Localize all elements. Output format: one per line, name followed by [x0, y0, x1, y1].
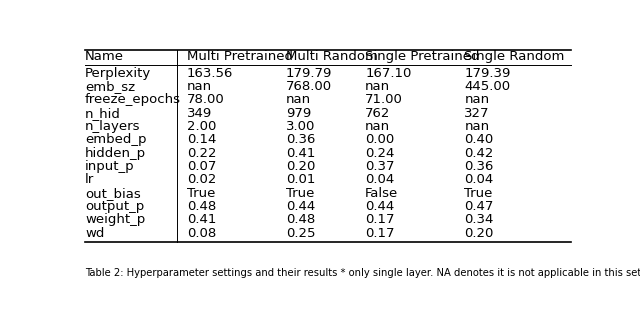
Text: 0.01: 0.01 — [286, 174, 316, 186]
Text: freeze_epochs: freeze_epochs — [85, 93, 181, 106]
Text: 0.02: 0.02 — [187, 174, 216, 186]
Text: 0.36: 0.36 — [286, 133, 316, 147]
Text: 0.48: 0.48 — [187, 200, 216, 213]
Text: 3.00: 3.00 — [286, 120, 316, 133]
Text: 163.56: 163.56 — [187, 67, 233, 80]
Text: n_hid: n_hid — [85, 107, 121, 120]
Text: emb_sz: emb_sz — [85, 80, 135, 93]
Text: 0.48: 0.48 — [286, 213, 315, 226]
Text: weight_p: weight_p — [85, 213, 145, 226]
Text: input_p: input_p — [85, 160, 134, 173]
Text: Single Pretrained: Single Pretrained — [365, 50, 480, 63]
Text: 0.14: 0.14 — [187, 133, 216, 147]
Text: wd: wd — [85, 227, 104, 240]
Text: 0.42: 0.42 — [465, 147, 494, 160]
Text: 71.00: 71.00 — [365, 93, 403, 106]
Text: 167.10: 167.10 — [365, 67, 412, 80]
Text: 0.04: 0.04 — [465, 174, 493, 186]
Text: Multi Random: Multi Random — [286, 50, 378, 63]
Text: Table 2: Hyperparameter settings and their results * only single layer. NA denot: Table 2: Hyperparameter settings and the… — [85, 268, 640, 278]
Text: 0.17: 0.17 — [365, 227, 395, 240]
Text: 0.24: 0.24 — [365, 147, 395, 160]
Text: 78.00: 78.00 — [187, 93, 225, 106]
Text: 0.37: 0.37 — [365, 160, 395, 173]
Text: 0.20: 0.20 — [465, 227, 494, 240]
Text: 0.20: 0.20 — [286, 160, 316, 173]
Text: 979: 979 — [286, 107, 311, 120]
Text: 0.08: 0.08 — [187, 227, 216, 240]
Text: 179.79: 179.79 — [286, 67, 332, 80]
Text: False: False — [365, 187, 399, 200]
Text: 0.41: 0.41 — [187, 213, 216, 226]
Text: 349: 349 — [187, 107, 212, 120]
Text: 0.22: 0.22 — [187, 147, 216, 160]
Text: 2.00: 2.00 — [187, 120, 216, 133]
Text: output_p: output_p — [85, 200, 144, 213]
Text: 762: 762 — [365, 107, 390, 120]
Text: out_bias: out_bias — [85, 187, 141, 200]
Text: Multi Pretrained: Multi Pretrained — [187, 50, 292, 63]
Text: 0.00: 0.00 — [365, 133, 394, 147]
Text: nan: nan — [286, 93, 311, 106]
Text: 0.47: 0.47 — [465, 200, 494, 213]
Text: Single Random: Single Random — [465, 50, 564, 63]
Text: 327: 327 — [465, 107, 490, 120]
Text: Name: Name — [85, 50, 124, 63]
Text: True: True — [465, 187, 493, 200]
Text: 445.00: 445.00 — [465, 80, 511, 93]
Text: nan: nan — [465, 93, 490, 106]
Text: 768.00: 768.00 — [286, 80, 332, 93]
Text: nan: nan — [187, 80, 212, 93]
Text: 0.34: 0.34 — [465, 213, 494, 226]
Text: True: True — [286, 187, 314, 200]
Text: Perplexity: Perplexity — [85, 67, 151, 80]
Text: 0.07: 0.07 — [187, 160, 216, 173]
Text: 0.04: 0.04 — [365, 174, 394, 186]
Text: 0.36: 0.36 — [465, 160, 494, 173]
Text: nan: nan — [365, 80, 390, 93]
Text: 0.44: 0.44 — [365, 200, 394, 213]
Text: 179.39: 179.39 — [465, 67, 511, 80]
Text: lr: lr — [85, 174, 94, 186]
Text: 0.41: 0.41 — [286, 147, 316, 160]
Text: hidden_p: hidden_p — [85, 147, 146, 160]
Text: nan: nan — [365, 120, 390, 133]
Text: embed_p: embed_p — [85, 133, 147, 147]
Text: True: True — [187, 187, 215, 200]
Text: 0.40: 0.40 — [465, 133, 493, 147]
Text: 0.25: 0.25 — [286, 227, 316, 240]
Text: n_layers: n_layers — [85, 120, 140, 133]
Text: 0.17: 0.17 — [365, 213, 395, 226]
Text: 0.44: 0.44 — [286, 200, 315, 213]
Text: nan: nan — [465, 120, 490, 133]
